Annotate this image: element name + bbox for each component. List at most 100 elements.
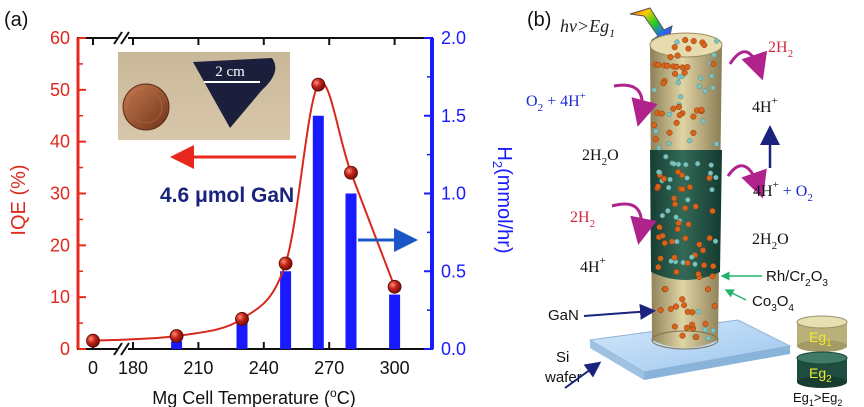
left-tick-label: 30 xyxy=(50,184,70,204)
bar xyxy=(345,193,357,349)
reaction-arrow-mid-right xyxy=(726,164,767,199)
particle xyxy=(685,197,691,203)
bar xyxy=(171,341,183,349)
particle xyxy=(692,203,699,210)
particle xyxy=(713,141,720,147)
x-tick-label: 270 xyxy=(314,358,344,378)
line-series xyxy=(86,77,402,348)
label-4h-bottom: 4H+ xyxy=(580,255,606,276)
particle xyxy=(662,286,669,293)
particle xyxy=(708,73,715,79)
sample-annotation: 4.6 μmol GaN xyxy=(160,184,294,207)
data-point xyxy=(235,312,249,326)
particle xyxy=(673,214,679,220)
particle xyxy=(655,264,662,271)
particle xyxy=(690,38,697,45)
particle xyxy=(710,85,716,91)
y-axis-label-right: H2(mmol/hr) xyxy=(490,146,515,253)
particle xyxy=(702,88,708,94)
particle xyxy=(666,129,673,136)
particle xyxy=(699,247,707,254)
label-eg-compare: Eg1>Eg2 xyxy=(793,390,842,407)
particle xyxy=(660,80,667,87)
particle xyxy=(673,63,680,70)
co-pointer xyxy=(724,289,747,301)
particle xyxy=(660,175,668,182)
particle xyxy=(664,62,671,69)
bar xyxy=(389,294,401,349)
x-axis-label: Mg Cell Temperature (oC) xyxy=(152,386,355,407)
particle xyxy=(675,168,682,175)
particle xyxy=(679,172,686,179)
particle xyxy=(702,320,709,327)
particle xyxy=(689,321,696,328)
particle xyxy=(683,162,689,168)
particle xyxy=(684,64,691,71)
particle xyxy=(673,268,680,275)
data-point xyxy=(387,279,402,294)
scale-bar-label: 2 cm xyxy=(215,64,245,80)
left-tick-label: 50 xyxy=(50,80,70,100)
data-point xyxy=(86,333,100,348)
particle xyxy=(712,238,719,244)
left-tick-label: 40 xyxy=(50,132,70,152)
label-eg1: Eg1 xyxy=(809,329,832,349)
x-tick-label: 240 xyxy=(249,358,279,378)
panel-b-label: (b) xyxy=(527,9,551,31)
eg1-cylinder: Eg1 xyxy=(796,315,848,352)
particle xyxy=(678,94,684,100)
particle xyxy=(676,74,682,80)
particle xyxy=(694,161,701,167)
particle xyxy=(671,195,678,202)
left-tick-label: 0 xyxy=(60,339,70,359)
particle xyxy=(656,169,662,175)
panel-a-label: (a) xyxy=(4,9,28,31)
label-gan: GaN xyxy=(548,307,579,324)
bar xyxy=(280,271,292,349)
x-tick-label: 300 xyxy=(380,358,410,378)
particle xyxy=(681,69,688,76)
particle xyxy=(659,212,666,219)
left-tick-label: 10 xyxy=(50,287,70,307)
particle xyxy=(651,87,657,93)
cocatalyst-particles xyxy=(650,36,720,342)
particle xyxy=(713,38,720,44)
particle xyxy=(690,113,697,120)
particle xyxy=(656,145,662,151)
particle xyxy=(679,332,686,339)
data-point xyxy=(344,165,358,180)
particle xyxy=(667,53,674,61)
particle xyxy=(700,118,706,124)
particle xyxy=(679,296,686,303)
particle xyxy=(682,235,689,242)
particle xyxy=(671,44,678,51)
particle xyxy=(696,241,703,248)
particle xyxy=(695,270,702,278)
label-2h2-mid: 2H2 xyxy=(570,209,595,230)
particle xyxy=(685,221,692,228)
particle xyxy=(697,75,704,81)
particle xyxy=(671,254,678,261)
particle xyxy=(686,184,693,191)
axis-break-bottom xyxy=(113,342,130,356)
reaction-arrow-top-left xyxy=(613,83,658,127)
light-condition: hν>Eg1 xyxy=(560,16,615,40)
reaction-arrow-mid-left xyxy=(611,202,657,245)
nanowire-top-cap xyxy=(649,32,723,58)
particle xyxy=(702,327,708,333)
particle xyxy=(667,176,673,183)
label-2h2o-right: 2H2O xyxy=(752,231,789,252)
particle xyxy=(689,254,695,260)
particle xyxy=(707,170,714,176)
label-4h-top: 4H+ xyxy=(752,95,778,116)
data-point xyxy=(169,329,184,343)
data-point xyxy=(278,256,293,271)
particle xyxy=(675,161,682,167)
label-2h2-top: 2H2 xyxy=(768,39,793,60)
particle xyxy=(676,112,683,119)
particle xyxy=(659,232,666,239)
left-tick-label: 60 xyxy=(50,28,70,48)
x-ticks: 0 180 210 240 270 300 xyxy=(88,38,410,378)
particle xyxy=(675,220,682,227)
particle xyxy=(685,45,692,52)
